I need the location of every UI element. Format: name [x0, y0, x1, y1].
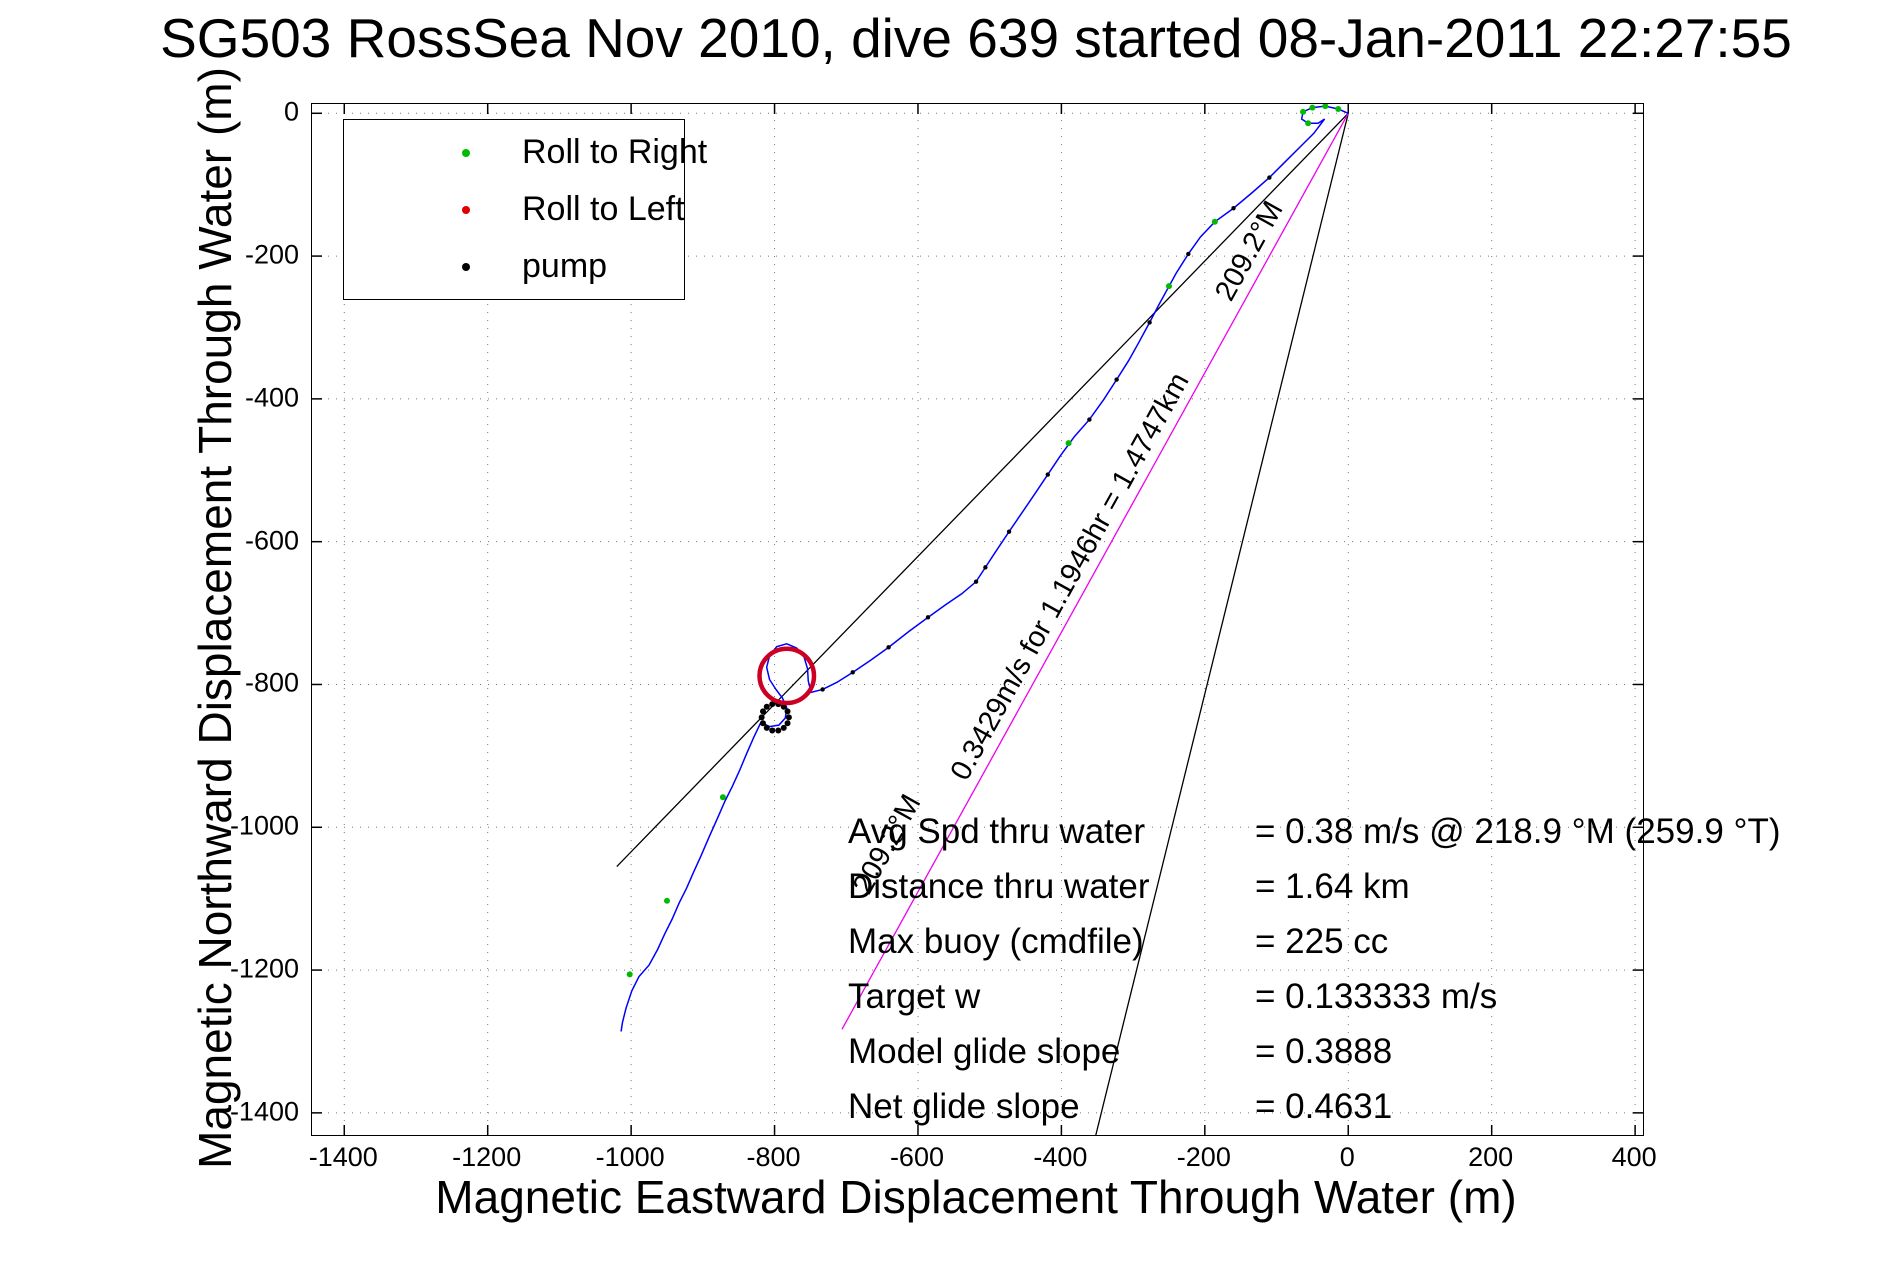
pump-marker [775, 727, 782, 734]
stats-value: = 0.4631 [1255, 1087, 1393, 1126]
pump-marker [769, 727, 776, 734]
pump-marker [1186, 251, 1191, 257]
roll-right-marker [1211, 218, 1218, 225]
roll-right-marker [1065, 440, 1072, 447]
x-tick-label: 400 [1611, 1142, 1657, 1172]
x-axis-label: Magnetic Eastward Displacement Through W… [435, 1171, 1517, 1223]
x-tick-label: -400 [1033, 1142, 1088, 1172]
pump-marker [820, 687, 825, 692]
pump-marker [769, 701, 776, 708]
x-tick-label: -1400 [308, 1142, 378, 1172]
stats-row: Target w = 0.133333 m/s [848, 977, 1781, 1032]
track-annotation: 209.2°M [1209, 196, 1290, 306]
y-tick-label: -200 [244, 239, 299, 270]
roll-left-circle [757, 646, 817, 706]
roll-right-marker [1305, 120, 1312, 127]
pump-marker [925, 615, 931, 620]
stats-row: Net glide slope = 0.4631 [848, 1087, 1781, 1142]
stats-row: Distance thru water = 1.64 km [848, 867, 1781, 922]
pump-marker [763, 703, 770, 710]
y-tick-label: -1000 [229, 810, 299, 841]
pump-marker [1114, 377, 1119, 382]
y-tick-label: -600 [244, 525, 299, 556]
pump-marker [780, 724, 787, 731]
y-axis-label: Magnetic Northward Displacement Through … [189, 67, 241, 1169]
y-tick-label: -800 [244, 667, 299, 698]
y-tick-label: -1400 [229, 1096, 299, 1127]
y-tick-label: -1200 [229, 953, 299, 984]
legend-marker-icon [462, 148, 470, 157]
dive-track-through-water [620, 105, 1349, 1032]
stats-label: Distance thru water [848, 867, 1150, 906]
pump-marker [1087, 417, 1092, 422]
roll-right-marker [1322, 104, 1329, 110]
legend-item: Roll to Right [344, 124, 707, 181]
pump-marker [1006, 529, 1012, 534]
pump-marker [983, 565, 988, 570]
stats-annotation: Avg Spd thru water = 0.38 m/s @ 218.9 °M … [848, 812, 1781, 1142]
roll-right-marker [1309, 104, 1316, 111]
legend-label: Roll to Right [522, 133, 708, 171]
stats-row: Avg Spd thru water = 0.38 m/s @ 218.9 °M … [848, 812, 1781, 867]
roll-right-marker [1165, 283, 1172, 290]
roll-right-marker [1335, 105, 1342, 112]
glide-line [1095, 113, 1349, 1135]
pump-marker [785, 714, 792, 721]
pump-marker [758, 714, 765, 721]
stats-value: = 0.38 m/s @ 218.9 °M (259.9 °T) [1255, 812, 1781, 851]
pump-marker [1267, 175, 1272, 180]
roll-right-marker [1300, 108, 1307, 115]
figure-title: SG503 RossSea Nov 2010, dive 639 started… [160, 7, 1792, 69]
stats-label: Target w [848, 977, 981, 1016]
stats-value: = 0.3888 [1255, 1032, 1393, 1071]
stats-label: Avg Spd thru water [848, 812, 1146, 851]
stats-label: Model glide slope [848, 1032, 1121, 1071]
stats-label: Net glide slope [848, 1087, 1080, 1126]
stats-value: = 1.64 km [1255, 867, 1410, 906]
legend-marker-icon [462, 205, 470, 214]
legend-item: Roll to Left [344, 181, 685, 238]
dead-reckoning-line [841, 112, 1349, 1030]
pump-marker [784, 708, 791, 715]
x-tick-label: -800 [746, 1142, 801, 1172]
pump-marker [763, 724, 770, 731]
pump-marker [1147, 320, 1152, 325]
pump-marker [886, 645, 891, 650]
pump-marker [784, 720, 791, 727]
stats-row: Max buoy (cmdfile) = 225 cc [848, 922, 1781, 977]
roll-right-marker [663, 897, 670, 904]
pump-marker [759, 720, 766, 727]
roll-right-marker [626, 971, 633, 978]
x-tick-label: 0 [1339, 1142, 1355, 1172]
legend-label: Roll to Left [522, 190, 685, 228]
pump-marker [850, 670, 855, 675]
legend-marker-icon [462, 262, 470, 271]
stats-value: = 225 cc [1255, 922, 1389, 961]
dive-track-plot: 209.2°M0.3429m/s for 1.1946hr = 1.4747km… [312, 104, 1643, 1135]
x-tick-label: -600 [889, 1142, 944, 1172]
y-tick-label: -400 [244, 382, 299, 413]
x-tick-label: -1000 [595, 1142, 665, 1172]
stats-row: Model glide slope = 0.3888 [848, 1032, 1781, 1087]
x-tick-label: -200 [1176, 1142, 1231, 1172]
roll-right-marker [719, 794, 726, 801]
pump-marker [973, 579, 979, 584]
track-annotation: 0.3429m/s for 1.1946hr = 1.4747km [944, 368, 1195, 786]
legend-item: pump [344, 238, 684, 295]
pump-marker [1231, 206, 1236, 211]
legend: Roll to Right Roll to Left pump [343, 119, 707, 300]
bearing-line [616, 112, 1349, 867]
y-tick-label: 0 [283, 96, 299, 127]
legend-label: pump [522, 247, 608, 285]
x-tick-label: -1200 [452, 1142, 522, 1172]
stats-label: Max buoy (cmdfile) [848, 922, 1144, 961]
stats-value: = 0.133333 m/s [1255, 977, 1498, 1016]
pump-marker [1045, 472, 1050, 477]
pump-marker [759, 708, 766, 715]
x-tick-label: 200 [1468, 1142, 1514, 1172]
